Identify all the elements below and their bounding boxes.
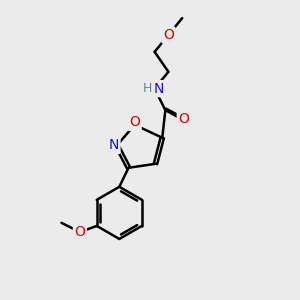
Text: O: O — [129, 116, 140, 129]
Text: N: N — [154, 82, 164, 96]
Text: O: O — [74, 225, 85, 239]
Text: H: H — [143, 82, 152, 95]
Text: O: O — [178, 112, 189, 126]
Text: N: N — [109, 138, 119, 152]
Text: O: O — [163, 28, 174, 42]
